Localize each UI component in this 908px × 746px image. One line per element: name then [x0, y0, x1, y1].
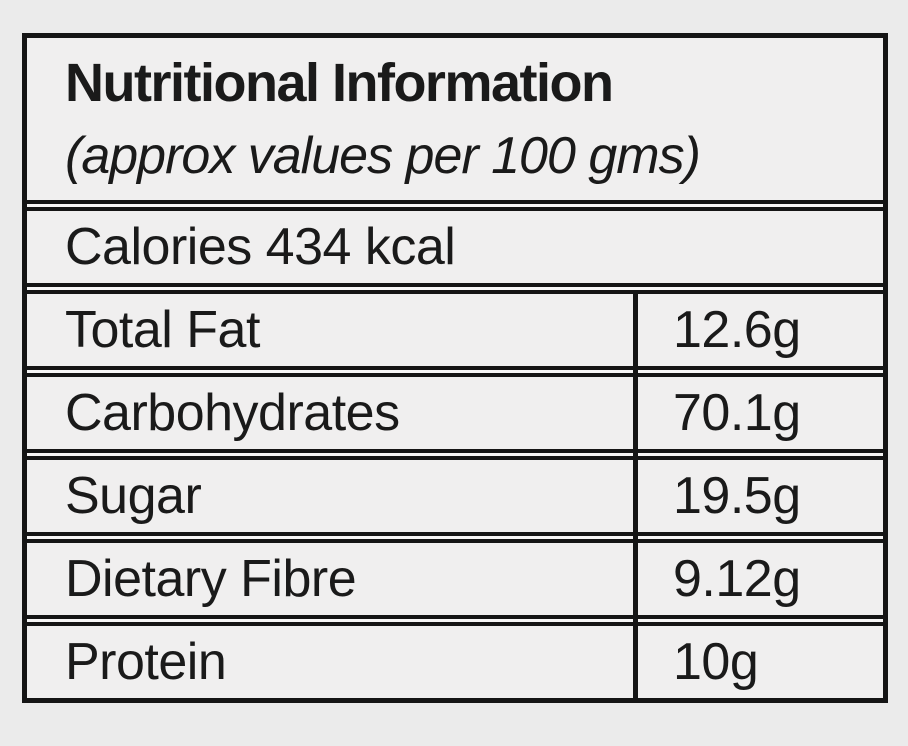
table-row: Carbohydrates 70.1g: [27, 377, 883, 449]
nutrient-value: 19.5g: [673, 467, 801, 525]
table-title: Nutritional Information: [65, 53, 614, 113]
nutrient-value: 70.1g: [673, 384, 801, 442]
nutrient-value: 12.6g: [673, 301, 801, 359]
nutrient-label: Carbohydrates: [65, 384, 400, 442]
nutrient-value: 10g: [673, 633, 759, 691]
nutrient-label: Protein: [65, 633, 227, 691]
row-separator: [27, 200, 883, 211]
row-separator: [27, 283, 883, 294]
table-subtitle: (approx values per 100 gms): [65, 127, 701, 185]
calories-row: Calories 434 kcal: [27, 211, 883, 283]
row-separator: [27, 615, 883, 626]
nutrient-label: Sugar: [65, 467, 202, 525]
table-row: Protein 10g: [27, 626, 883, 698]
row-separator: [27, 449, 883, 460]
table-header: Nutritional Information (approx values p…: [27, 38, 883, 200]
table-row: Dietary Fibre 9.12g: [27, 543, 883, 615]
nutrient-value: 9.12g: [673, 550, 801, 608]
nutrient-label: Dietary Fibre: [65, 550, 357, 608]
table-row: Total Fat 12.6g: [27, 294, 883, 366]
table-row: Sugar 19.5g: [27, 460, 883, 532]
column-divider: [633, 294, 638, 698]
nutrition-table: Nutritional Information (approx values p…: [22, 33, 888, 703]
row-separator: [27, 366, 883, 377]
nutrient-label: Total Fat: [65, 301, 260, 359]
row-separator: [27, 532, 883, 543]
